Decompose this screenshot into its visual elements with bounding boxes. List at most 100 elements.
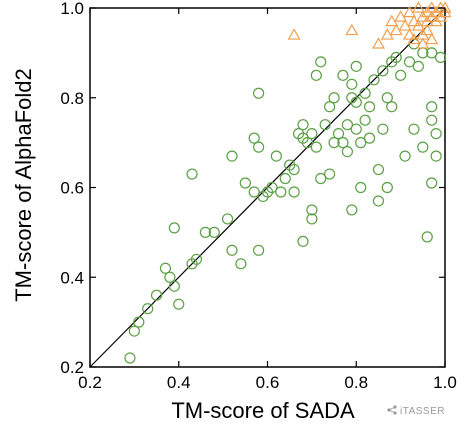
triangle-point (380, 28, 394, 40)
circle-point (319, 119, 331, 131)
circle-point (337, 137, 349, 149)
circle-point (332, 128, 345, 140)
circle-point (328, 137, 340, 149)
circle-point (124, 352, 136, 364)
triangle-point (371, 37, 385, 49)
triangle-point (425, 1, 439, 13)
circle-point (434, 51, 447, 63)
circle-point (324, 101, 336, 113)
triangle-point (407, 14, 421, 27)
circle-point (190, 253, 203, 265)
circle-point (377, 123, 389, 135)
triangle-point (416, 37, 430, 49)
x-tick-label: 0.4 (167, 373, 191, 392)
circle-point (368, 74, 380, 86)
circle-point (363, 101, 376, 113)
circle-point (315, 56, 327, 68)
circle-point (355, 181, 367, 194)
circle-point (310, 69, 322, 81)
circle-point (412, 60, 424, 72)
x-tick-label: 1.0 (433, 373, 457, 392)
circle-point (426, 101, 438, 113)
circle-point (199, 226, 211, 238)
triangle-point (425, 32, 439, 45)
triangle-point (420, 23, 434, 36)
y-tick-label: 1.0 (60, 0, 84, 18)
circle-point (430, 150, 442, 162)
triangle-point (411, 19, 425, 31)
circle-point (168, 280, 180, 292)
circle-point (395, 69, 407, 81)
circle-point (390, 51, 402, 63)
circle-point (359, 87, 371, 99)
share-icon (387, 405, 397, 415)
x-tick-label: 0.6 (256, 373, 280, 392)
circle-point (248, 132, 260, 144)
circle-point (426, 47, 438, 59)
circle-point (133, 316, 145, 328)
circle-point (403, 56, 416, 68)
triangle-point (345, 23, 359, 36)
triangle-point (402, 28, 417, 40)
triangle-point (402, 5, 417, 18)
x-tick-label: 0.2 (78, 373, 102, 392)
circle-point (324, 168, 336, 180)
circle-point (341, 119, 353, 131)
circle-point (288, 186, 300, 198)
circle-point (279, 172, 291, 185)
circle-point (377, 65, 389, 77)
circle-point (297, 235, 309, 247)
circle-point (381, 181, 393, 194)
circle-point (417, 141, 429, 153)
triangle-point (398, 19, 412, 31)
triangle-point (407, 32, 421, 45)
circle-point (341, 146, 353, 158)
circle-point (372, 195, 385, 207)
circle-point (301, 137, 314, 149)
circle-point (426, 177, 438, 189)
circle-point (235, 258, 247, 270)
circle-point (306, 128, 318, 140)
circle-point (337, 69, 349, 81)
circle-point (399, 150, 411, 162)
circle-point (310, 141, 322, 153)
circle-point (253, 244, 265, 256)
circle-point (306, 213, 318, 225)
circle-point (355, 137, 367, 149)
circle-point (128, 325, 140, 337)
circle-point (408, 123, 420, 135)
y-tick-label: 0.6 (60, 179, 84, 198)
triangle-point (385, 14, 399, 27)
y-tick-label: 0.8 (60, 89, 84, 108)
circle-point (372, 163, 385, 176)
triangle-point (287, 28, 301, 40)
circle-point (159, 262, 172, 274)
circle-point (315, 172, 327, 185)
y-tick-label: 0.4 (60, 268, 84, 287)
circle-point (226, 150, 238, 162)
circle-point (168, 222, 180, 234)
triangle-point (389, 23, 403, 36)
circle-point (173, 298, 185, 310)
circle-point (350, 123, 362, 135)
circle-point (346, 78, 358, 90)
y-axis-label: TM-score of AlphaFold2 (11, 68, 36, 302)
circle-point (350, 96, 362, 108)
circle-point (226, 244, 238, 256)
circle-point (386, 101, 398, 113)
circle-point (275, 186, 287, 198)
circle-point (346, 204, 358, 216)
watermark: iTASSER (387, 405, 445, 417)
circle-point (363, 132, 376, 144)
triangle-point (411, 1, 425, 13)
circle-point (328, 92, 340, 104)
watermark-text: iTASSER (400, 406, 445, 417)
circle-point (306, 204, 318, 216)
circle-point (270, 150, 282, 162)
axis-ticks: 0.2 0.4 0.6 0.8 1.0 0.2 0.4 0.6 0.8 1.0 (60, 0, 456, 392)
y-tick-label: 0.2 (60, 358, 84, 377)
circle-point (253, 87, 265, 99)
circle-point (164, 271, 176, 283)
circle-point (297, 119, 309, 131)
